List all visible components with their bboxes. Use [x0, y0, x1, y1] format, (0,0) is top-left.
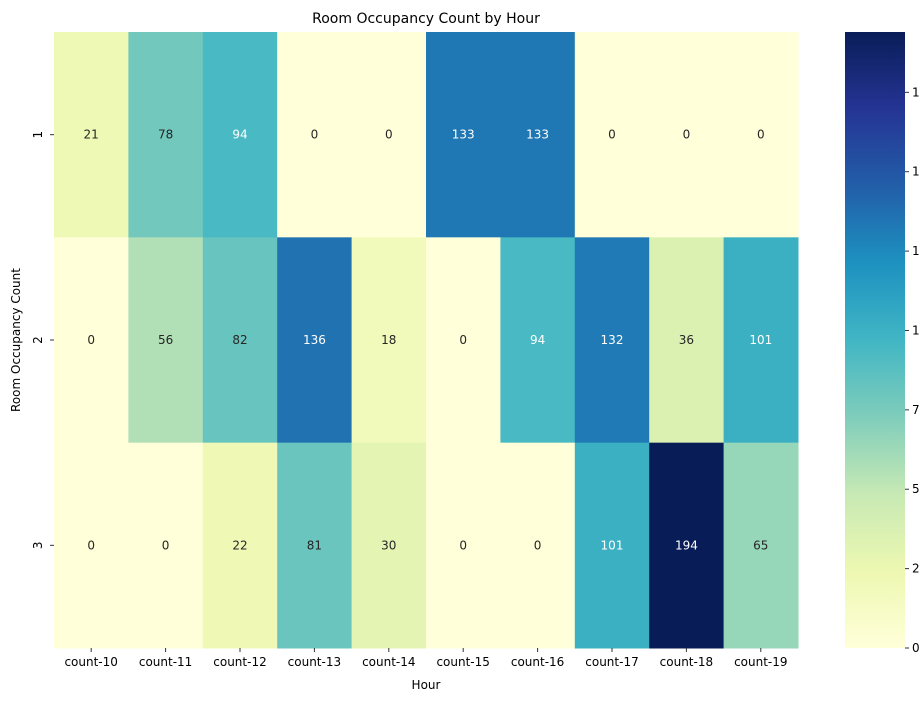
- colorbar-tick-label: 75: [912, 403, 920, 417]
- heatmap-cell: [351, 442, 427, 649]
- heatmap-cell: [128, 237, 204, 444]
- cell-value-label: 18: [381, 333, 396, 347]
- heatmap-cell: [574, 442, 650, 649]
- cell-value-label: 101: [749, 333, 772, 347]
- cell-value-label: 101: [601, 538, 624, 552]
- heatmap-cell: [649, 442, 725, 649]
- cell-value-label: 21: [84, 128, 99, 142]
- heatmap-cell: [54, 237, 129, 444]
- heatmap-cell: [723, 237, 799, 444]
- heatmap-cell: [54, 442, 129, 649]
- heatmap-cell: [574, 237, 650, 444]
- cell-value-label: 94: [530, 333, 545, 347]
- heatmap-cell: [202, 32, 278, 238]
- x-tick-label: count-19: [734, 655, 787, 669]
- x-tick-label: count-10: [64, 655, 117, 669]
- y-axis-label: Room Occupancy Count: [9, 268, 23, 412]
- heatmap-cell: [202, 237, 278, 444]
- cell-value-label: 0: [608, 128, 616, 142]
- heatmap-cell: [351, 32, 427, 238]
- cell-value-label: 56: [158, 333, 173, 347]
- heatmap-cell: [277, 32, 353, 238]
- colorbar-tick-label: 100: [912, 323, 920, 337]
- cell-value-label: 81: [307, 538, 322, 552]
- cell-value-label: 0: [385, 128, 393, 142]
- cell-value-label: 0: [162, 538, 170, 552]
- chart-title: Room Occupancy Count by Hour: [312, 11, 540, 27]
- heatmap-cell: [128, 442, 204, 649]
- x-tick-label: count-17: [585, 655, 638, 669]
- cell-value-label: 65: [753, 538, 768, 552]
- cell-value-label: 78: [158, 128, 173, 142]
- heatmap-cell: [202, 442, 278, 649]
- heatmap-cell: [277, 442, 353, 649]
- cell-value-label: 82: [232, 333, 247, 347]
- cell-value-label: 194: [675, 538, 698, 552]
- cell-value-label: 0: [534, 538, 542, 552]
- colorbar-tick-label: 25: [912, 562, 920, 576]
- cell-value-label: 0: [87, 333, 95, 347]
- cell-value-label: 0: [87, 538, 95, 552]
- heatmap-cell: [649, 32, 725, 238]
- x-axis-label: Hour: [412, 678, 441, 692]
- cell-value-label: 22: [232, 538, 247, 552]
- x-tick-label: count-13: [288, 655, 341, 669]
- x-tick-label: count-15: [436, 655, 489, 669]
- cell-value-label: 0: [459, 333, 467, 347]
- y-tick-label: 2: [31, 336, 45, 344]
- cell-value-label: 133: [526, 128, 549, 142]
- x-tick-label: count-11: [139, 655, 192, 669]
- cell-value-label: 136: [303, 333, 326, 347]
- heatmap-cell: [128, 32, 204, 238]
- heatmap-cell: [500, 442, 576, 649]
- x-tick-label: count-18: [660, 655, 713, 669]
- heatmap-cell: [426, 32, 501, 238]
- cell-value-label: 0: [311, 128, 319, 142]
- cell-value-label: 94: [232, 128, 247, 142]
- cell-value-label: 133: [452, 128, 475, 142]
- heatmap-cell: [54, 32, 129, 238]
- heatmap-cell: [351, 237, 427, 444]
- y-tick-label: 3: [31, 542, 45, 550]
- colorbar-tick-label: 125: [912, 244, 920, 258]
- cell-value-label: 30: [381, 538, 396, 552]
- cell-value-label: 0: [683, 128, 691, 142]
- heatmap-cell: [574, 32, 650, 238]
- y-tick-label: 1: [31, 131, 45, 139]
- colorbar-tick-label: 0: [912, 641, 920, 655]
- heatmap-cell: [723, 442, 799, 649]
- x-tick-label: count-16: [511, 655, 564, 669]
- heatmap-cell: [426, 237, 501, 444]
- heatmap-cell: [723, 32, 799, 238]
- heatmap-cell: [277, 237, 353, 444]
- heatmap-cell: [426, 442, 501, 649]
- colorbar: [845, 32, 905, 648]
- heatmap-cell: [500, 237, 576, 444]
- cell-value-label: 0: [757, 128, 765, 142]
- colorbar-tick-label: 175: [912, 85, 920, 99]
- colorbar-tick-label: 50: [912, 482, 920, 496]
- cell-value-label: 36: [679, 333, 694, 347]
- cell-value-label: 0: [459, 538, 467, 552]
- x-tick-label: count-12: [213, 655, 266, 669]
- heatmap-cell: [649, 237, 725, 444]
- heatmap-cell: [500, 32, 576, 238]
- x-tick-label: count-14: [362, 655, 415, 669]
- cell-value-label: 132: [601, 333, 624, 347]
- colorbar-tick-label: 150: [912, 165, 920, 179]
